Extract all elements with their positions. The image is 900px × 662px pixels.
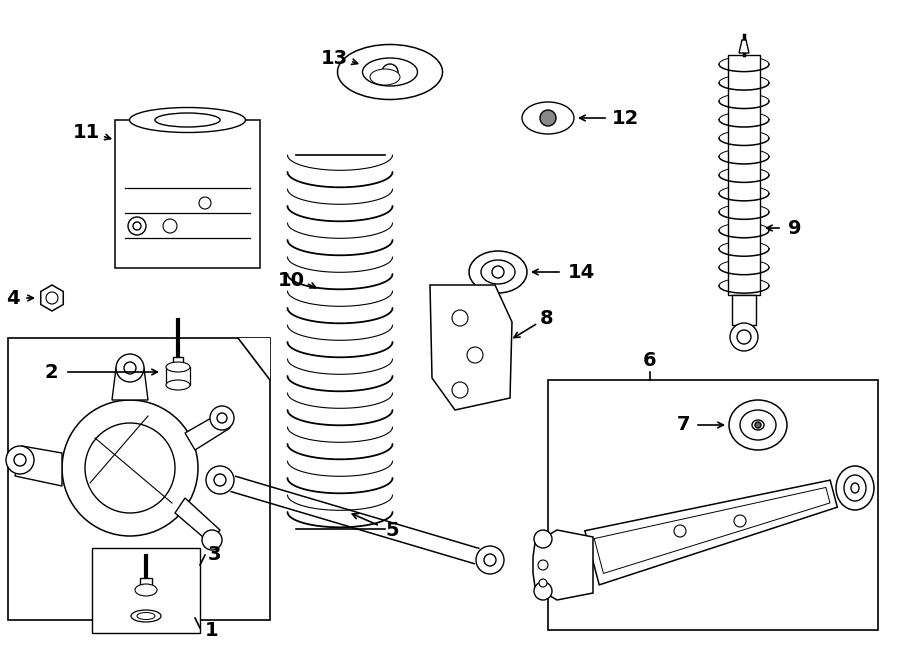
Circle shape bbox=[476, 546, 504, 574]
Circle shape bbox=[484, 554, 496, 566]
Polygon shape bbox=[238, 338, 270, 380]
Text: 1: 1 bbox=[205, 620, 219, 639]
Text: 10: 10 bbox=[278, 271, 305, 289]
Ellipse shape bbox=[469, 251, 527, 293]
Circle shape bbox=[382, 64, 398, 80]
Bar bbox=[8, 338, 270, 620]
Bar bbox=[548, 380, 878, 630]
Ellipse shape bbox=[155, 113, 220, 127]
Ellipse shape bbox=[752, 420, 764, 430]
Circle shape bbox=[163, 219, 177, 233]
Ellipse shape bbox=[166, 380, 190, 390]
Circle shape bbox=[755, 422, 761, 428]
Bar bbox=[140, 578, 152, 590]
Ellipse shape bbox=[481, 260, 515, 284]
Circle shape bbox=[538, 560, 548, 570]
Circle shape bbox=[217, 413, 227, 423]
Ellipse shape bbox=[851, 483, 859, 493]
Circle shape bbox=[14, 454, 26, 466]
Circle shape bbox=[116, 354, 144, 382]
Polygon shape bbox=[739, 40, 749, 53]
Polygon shape bbox=[15, 446, 62, 486]
Polygon shape bbox=[112, 368, 148, 400]
Ellipse shape bbox=[130, 107, 246, 132]
Ellipse shape bbox=[836, 466, 874, 510]
Bar bbox=[732, 295, 756, 325]
Circle shape bbox=[734, 515, 746, 527]
Circle shape bbox=[214, 474, 226, 486]
Ellipse shape bbox=[338, 44, 443, 99]
Ellipse shape bbox=[844, 475, 866, 501]
Ellipse shape bbox=[166, 362, 190, 372]
Ellipse shape bbox=[740, 410, 776, 440]
Text: 5: 5 bbox=[385, 520, 399, 540]
Circle shape bbox=[199, 197, 211, 209]
Circle shape bbox=[492, 266, 504, 278]
Circle shape bbox=[124, 362, 136, 374]
Text: 11: 11 bbox=[73, 122, 100, 142]
Ellipse shape bbox=[370, 69, 400, 85]
Circle shape bbox=[467, 347, 483, 363]
Ellipse shape bbox=[363, 58, 418, 86]
Polygon shape bbox=[585, 480, 837, 585]
Circle shape bbox=[534, 530, 552, 548]
Ellipse shape bbox=[729, 400, 787, 450]
Polygon shape bbox=[40, 285, 63, 311]
Text: 4: 4 bbox=[6, 289, 20, 308]
Bar bbox=[173, 357, 183, 365]
Circle shape bbox=[452, 310, 468, 326]
Bar bbox=[166, 367, 190, 385]
Circle shape bbox=[210, 406, 234, 430]
Circle shape bbox=[534, 582, 552, 600]
Circle shape bbox=[737, 330, 751, 344]
Text: 7: 7 bbox=[677, 416, 690, 434]
Ellipse shape bbox=[522, 102, 574, 134]
Ellipse shape bbox=[137, 612, 155, 620]
Circle shape bbox=[206, 466, 234, 494]
Text: 14: 14 bbox=[568, 263, 595, 281]
Bar bbox=[728, 55, 760, 295]
Circle shape bbox=[674, 525, 686, 537]
Bar bbox=[92, 548, 200, 633]
Polygon shape bbox=[594, 487, 830, 573]
Text: 12: 12 bbox=[612, 109, 639, 128]
Circle shape bbox=[6, 446, 34, 474]
Circle shape bbox=[730, 323, 758, 351]
Circle shape bbox=[452, 382, 468, 398]
Polygon shape bbox=[533, 530, 593, 600]
Text: 2: 2 bbox=[44, 363, 58, 381]
Circle shape bbox=[539, 579, 547, 587]
Circle shape bbox=[133, 222, 141, 230]
Text: 9: 9 bbox=[788, 218, 802, 238]
Polygon shape bbox=[430, 285, 512, 410]
Text: 8: 8 bbox=[540, 308, 554, 328]
Circle shape bbox=[62, 400, 198, 536]
Circle shape bbox=[540, 110, 556, 126]
Bar bbox=[115, 120, 260, 268]
Circle shape bbox=[202, 530, 222, 550]
Circle shape bbox=[128, 217, 146, 235]
Ellipse shape bbox=[131, 610, 161, 622]
Text: 6: 6 bbox=[644, 351, 657, 370]
Circle shape bbox=[85, 423, 175, 513]
Text: 3: 3 bbox=[208, 545, 221, 565]
Ellipse shape bbox=[135, 584, 157, 596]
Polygon shape bbox=[185, 413, 230, 450]
Circle shape bbox=[46, 292, 58, 304]
Polygon shape bbox=[175, 498, 220, 543]
Text: 13: 13 bbox=[321, 48, 348, 68]
